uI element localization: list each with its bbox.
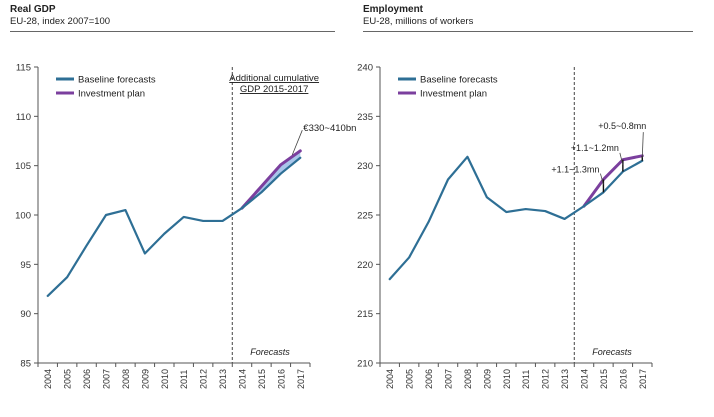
gdp-y-tick-label: 95: [20, 260, 31, 271]
gdp-x-tick-label: 2004: [43, 369, 53, 389]
gdp-chart-subtitle: EU-28, index 2007=100: [10, 16, 111, 27]
employment-x-tick-label: 2006: [424, 369, 434, 389]
gdp-y-tick-label: 115: [16, 63, 31, 74]
employment-y-tick-label: 235: [357, 112, 373, 123]
gdp-x-tick-label: 2007: [102, 369, 112, 389]
employment-annotation-leader: [641, 132, 644, 158]
employment-x-tick-label: 2012: [541, 369, 551, 389]
employment-x-tick-label: 2013: [560, 369, 570, 389]
gdp-panel-header: Real GDP EU-28, index 2007=100: [10, 4, 110, 28]
gdp-series-baseline-line: [46, 156, 302, 298]
employment-x-tick-label: 2014: [580, 369, 590, 389]
gdp-x-tick-label: 2010: [160, 369, 170, 389]
gdp-y-tick-label: 85: [20, 359, 31, 370]
employment-x-tick-label: 2005: [405, 369, 415, 389]
employment-y-tick-label: 210: [357, 359, 373, 370]
gdp-y-tick-label: 90: [20, 309, 31, 320]
employment-y-tick-label: 225: [357, 211, 373, 222]
employment-x-tick-label: 2004: [385, 369, 395, 389]
employment-x-tick-label: 2016: [618, 369, 628, 389]
gdp-chart-title: Real GDP: [10, 4, 56, 15]
gdp-y-tick-label: 100: [15, 211, 31, 222]
employment-y-tick-label: 230: [357, 161, 373, 172]
employment-annotation-2016: +1.1~1.2mn: [571, 143, 619, 153]
gdp-y-tick-label: 105: [15, 161, 31, 172]
employment-x-tick-label: 2010: [502, 369, 512, 389]
gdp-x-tick-label: 2012: [199, 369, 209, 389]
employment-legend-label: Baseline forecasts: [420, 75, 498, 86]
gdp-annotation-range: €330~410bn: [303, 123, 356, 134]
employment-y-tick-label: 215: [357, 309, 373, 320]
gdp-annotation-cumulative: GDP 2015-2017: [240, 84, 309, 95]
gdp-x-tick-label: 2017: [296, 369, 306, 389]
gdp-x-tick-label: 2013: [218, 369, 228, 389]
gdp-annotation-range-leader: [291, 130, 303, 156]
employment-y-tick-label: 220: [357, 260, 373, 271]
gdp-x-tick-label: 2016: [276, 369, 286, 389]
employment-annotation-leader: [619, 152, 624, 165]
gdp-x-tick-label: 2015: [257, 369, 267, 389]
employment-x-tick-label: 2007: [444, 369, 454, 389]
gdp-series-investment-plan-line: [240, 149, 302, 210]
employment-y-tick-label: 240: [357, 63, 373, 74]
employment-chart-subtitle: EU-28, millions of workers: [363, 16, 474, 27]
employment-series-investment-plan-line: [582, 154, 644, 208]
employment-x-tick-label: 2017: [638, 369, 648, 389]
gdp-x-tick-label: 2005: [63, 369, 73, 389]
gdp-x-tick-label: 2011: [179, 370, 189, 389]
employment-x-tick-label: 2008: [463, 369, 473, 389]
gdp-legend-label: Baseline forecasts: [78, 75, 156, 86]
gdp-y-tick-label: 110: [16, 112, 31, 123]
gdp-forecasts-label: Forecasts: [250, 347, 290, 357]
employment-x-tick-label: 2009: [482, 369, 492, 389]
gdp-x-tick-label: 2006: [82, 369, 92, 389]
employment-annotation-leader: [600, 173, 604, 185]
gdp-x-tick-label: 2008: [121, 369, 131, 389]
gdp-x-tick-label: 2009: [140, 369, 150, 389]
employment-legend-label: Investment plan: [420, 89, 487, 100]
gdp-x-tick-label: 2014: [238, 369, 248, 389]
gdp-annotation-cumulative: Additional cumulative: [229, 73, 319, 84]
employment-forecasts-label: Forecasts: [592, 347, 632, 357]
employment-annotation-2017: +0.5~0.8mn: [598, 121, 646, 131]
employment-annotation-2015: +1.1~1.3mn: [551, 165, 599, 175]
employment-chart-title: Employment: [363, 4, 424, 15]
employment-panel-header: Employment EU-28, millions of workers: [363, 4, 473, 28]
gdp-header-rule: [10, 31, 335, 32]
gdp-legend-label: Investment plan: [78, 89, 145, 100]
employment-header-rule: [363, 31, 693, 32]
employment-x-tick-label: 2011: [521, 370, 531, 389]
employment-x-tick-label: 2015: [599, 369, 609, 389]
employment-series-baseline-line: [388, 155, 644, 281]
